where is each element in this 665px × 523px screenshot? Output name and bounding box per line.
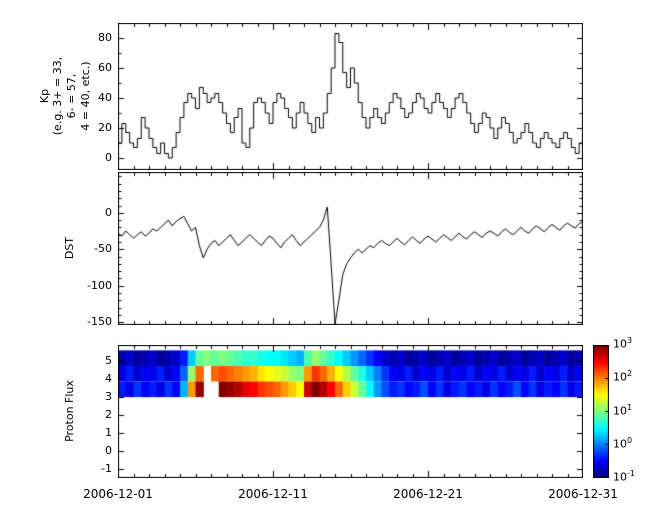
y-tick-label: 3: [105, 390, 112, 404]
colorbar-tick-label: 10-1: [613, 469, 635, 484]
dst-chart-canvas: [118, 172, 583, 325]
proton-flux-spectrogram-canvas: [118, 345, 583, 478]
y-tick-label: 2: [105, 408, 112, 422]
colorbar-tick-label: 102: [613, 369, 633, 384]
y-tick-label: 5: [105, 354, 112, 368]
x-tick-label: 2006-12-01: [83, 487, 153, 501]
y-tick-label: 0: [105, 205, 112, 219]
y-tick-label: 80: [98, 31, 112, 44]
colorbar-canvas: [593, 345, 609, 478]
y-tick-label: -50: [94, 242, 112, 256]
x-tick-label: 2006-12-21: [393, 487, 463, 501]
y-tick-label: -100: [87, 278, 112, 292]
y-tick-label: 1: [105, 426, 112, 440]
y-tick-label: 20: [98, 121, 112, 134]
kp-chart-canvas: [118, 23, 583, 170]
y-tick-label: 0: [105, 151, 112, 164]
colorbar-tick-label: 100: [613, 435, 633, 451]
x-tick-label: 2006-12-31: [548, 487, 618, 501]
y-tick-label: -150: [87, 315, 112, 329]
colorbar-tick-label: 101: [613, 402, 633, 418]
y-tick-label: 0: [105, 444, 112, 458]
y-tick-label: 40: [98, 91, 112, 104]
x-tick-label: 2006-12-11: [238, 487, 308, 501]
y-tick-label: 4: [105, 372, 112, 386]
y-tick-label: 60: [98, 61, 112, 74]
colorbar-tick-label: 103: [613, 336, 633, 351]
y-tick-label: -1: [101, 462, 112, 475]
